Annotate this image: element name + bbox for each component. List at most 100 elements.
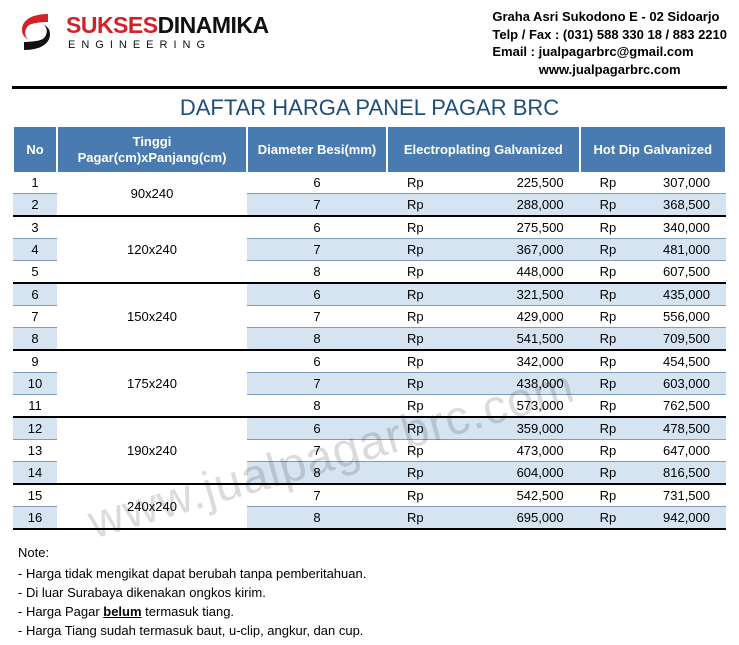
- cell-no: 9: [13, 350, 57, 373]
- company-text: SUKSESDINAMIKA ENGINEERING: [66, 14, 269, 51]
- cell-diameter: 7: [247, 194, 387, 217]
- logo-block: SUKSESDINAMIKA ENGINEERING: [12, 8, 269, 56]
- col-dia: Diameter Besi(mm): [247, 128, 387, 172]
- page-title: DAFTAR HARGA PANEL PAGAR BRC: [0, 95, 739, 121]
- contact-block: Graha Asri Sukodono E - 02 Sidoarjo Telp…: [492, 8, 727, 78]
- notes-title: Note:: [18, 544, 721, 563]
- cell-hotdip: Rp603,000: [580, 373, 726, 395]
- cell-diameter: 6: [247, 216, 387, 239]
- cell-size: 240x240: [57, 484, 247, 529]
- cell-electro: Rp367,000: [387, 239, 580, 261]
- cell-electro: Rp541,500: [387, 328, 580, 351]
- cell-diameter: 6: [247, 417, 387, 440]
- cell-diameter: 8: [247, 507, 387, 530]
- cell-hotdip: Rp435,000: [580, 283, 726, 306]
- cell-size: 175x240: [57, 350, 247, 417]
- cell-diameter: 6: [247, 350, 387, 373]
- cell-diameter: 6: [247, 283, 387, 306]
- cell-no: 8: [13, 328, 57, 351]
- note-item: - Harga tidak mengikat dapat berubah tan…: [18, 565, 721, 584]
- cell-hotdip: Rp340,000: [580, 216, 726, 239]
- company-logo-icon: [12, 8, 60, 56]
- header-divider: [12, 86, 727, 89]
- col-electro: Electroplating Galvanized: [387, 128, 580, 172]
- note-item: - Harga Pagar belum termasuk tiang.: [18, 603, 721, 622]
- cell-no: 3: [13, 216, 57, 239]
- cell-electro: Rp342,000: [387, 350, 580, 373]
- cell-size: 190x240: [57, 417, 247, 484]
- col-size: Tinggi Pagar(cm)xPanjang(cm): [57, 128, 247, 172]
- cell-no: 4: [13, 239, 57, 261]
- table-row: 3120x2406Rp275,500Rp340,000: [13, 216, 726, 239]
- cell-diameter: 7: [247, 484, 387, 507]
- note-item: - Di luar Surabaya dikenakan ongkos kiri…: [18, 584, 721, 603]
- cell-electro: Rp438,000: [387, 373, 580, 395]
- cell-electro: Rp542,500: [387, 484, 580, 507]
- cell-electro: Rp448,000: [387, 261, 580, 284]
- cell-diameter: 8: [247, 261, 387, 284]
- cell-no: 12: [13, 417, 57, 440]
- cell-size: 90x240: [57, 172, 247, 217]
- cell-hotdip: Rp731,500: [580, 484, 726, 507]
- cell-hotdip: Rp942,000: [580, 507, 726, 530]
- cell-diameter: 8: [247, 462, 387, 485]
- header: SUKSESDINAMIKA ENGINEERING Graha Asri Su…: [0, 0, 739, 82]
- cell-electro: Rp275,500: [387, 216, 580, 239]
- cell-hotdip: Rp816,500: [580, 462, 726, 485]
- email-line: Email : jualpagarbrc@gmail.com: [492, 43, 727, 61]
- cell-diameter: 8: [247, 328, 387, 351]
- cell-electro: Rp473,000: [387, 440, 580, 462]
- cell-no: 2: [13, 194, 57, 217]
- price-table-wrap: No Tinggi Pagar(cm)xPanjang(cm) Diameter…: [0, 127, 739, 530]
- table-row: 6150x2406Rp321,500Rp435,000: [13, 283, 726, 306]
- cell-diameter: 7: [247, 239, 387, 261]
- cell-electro: Rp429,000: [387, 306, 580, 328]
- cell-hotdip: Rp762,500: [580, 395, 726, 418]
- col-no: No: [13, 128, 57, 172]
- cell-hotdip: Rp368,500: [580, 194, 726, 217]
- cell-no: 1: [13, 172, 57, 194]
- cell-diameter: 6: [247, 172, 387, 194]
- cell-no: 13: [13, 440, 57, 462]
- cell-electro: Rp288,000: [387, 194, 580, 217]
- cell-no: 7: [13, 306, 57, 328]
- cell-no: 11: [13, 395, 57, 418]
- table-row: 190x2406Rp225,500Rp307,000: [13, 172, 726, 194]
- cell-hotdip: Rp481,000: [580, 239, 726, 261]
- cell-diameter: 7: [247, 306, 387, 328]
- company-name: SUKSESDINAMIKA: [66, 14, 269, 37]
- cell-hotdip: Rp478,500: [580, 417, 726, 440]
- notes-block: Note: - Harga tidak mengikat dapat berub…: [0, 530, 739, 640]
- cell-size: 150x240: [57, 283, 247, 350]
- note-item: - Harga Tiang sudah termasuk baut, u-cli…: [18, 622, 721, 641]
- notes-list: - Harga tidak mengikat dapat berubah tan…: [18, 565, 721, 640]
- cell-hotdip: Rp607,500: [580, 261, 726, 284]
- cell-size: 120x240: [57, 216, 247, 283]
- cell-electro: Rp321,500: [387, 283, 580, 306]
- cell-no: 15: [13, 484, 57, 507]
- cell-hotdip: Rp454,500: [580, 350, 726, 373]
- company-subtitle: ENGINEERING: [68, 39, 269, 51]
- cell-hotdip: Rp556,000: [580, 306, 726, 328]
- cell-electro: Rp359,000: [387, 417, 580, 440]
- cell-electro: Rp225,500: [387, 172, 580, 194]
- address-line: Graha Asri Sukodono E - 02 Sidoarjo: [492, 8, 727, 26]
- cell-no: 10: [13, 373, 57, 395]
- col-hotdip: Hot Dip Galvanized: [580, 128, 726, 172]
- web-line: www.jualpagarbrc.com: [492, 61, 727, 79]
- cell-no: 14: [13, 462, 57, 485]
- table-row: 12190x2406Rp359,000Rp478,500: [13, 417, 726, 440]
- cell-no: 6: [13, 283, 57, 306]
- price-table: No Tinggi Pagar(cm)xPanjang(cm) Diameter…: [12, 127, 727, 530]
- cell-electro: Rp604,000: [387, 462, 580, 485]
- phone-line: Telp / Fax : (031) 588 330 18 / 883 2210: [492, 26, 727, 44]
- cell-electro: Rp573,000: [387, 395, 580, 418]
- table-row: 15240x2407Rp542,500Rp731,500: [13, 484, 726, 507]
- cell-hotdip: Rp709,500: [580, 328, 726, 351]
- cell-hotdip: Rp647,000: [580, 440, 726, 462]
- cell-diameter: 8: [247, 395, 387, 418]
- cell-no: 16: [13, 507, 57, 530]
- cell-hotdip: Rp307,000: [580, 172, 726, 194]
- cell-electro: Rp695,000: [387, 507, 580, 530]
- table-row: 9175x2406Rp342,000Rp454,500: [13, 350, 726, 373]
